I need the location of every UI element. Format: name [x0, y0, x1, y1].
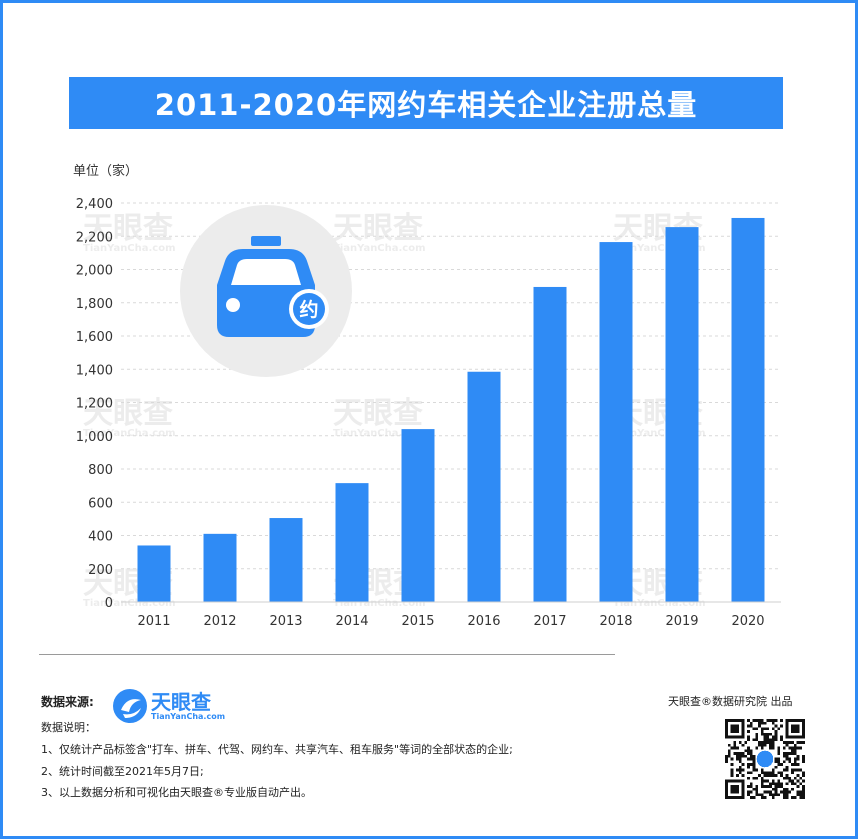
x-axis-ticks: 2011 2012 2013 2014 2015 2016 2017 2018 2019 2020: [137, 614, 764, 629]
x-tick-label: 2018: [599, 614, 632, 629]
y-tick-label: 800: [88, 463, 113, 478]
y-tick-label: 0: [105, 596, 113, 611]
notes-title: 数据说明：: [41, 721, 96, 734]
yue-badge-text: 约: [299, 298, 318, 321]
y-tick-label: 400: [88, 530, 113, 545]
y-tick-label: 1,000: [76, 430, 113, 445]
y-tick-label: 1,200: [76, 397, 113, 412]
source-label: 数据来源:: [41, 695, 94, 709]
y-tick-label: 200: [88, 563, 113, 578]
bar-2011: [137, 545, 171, 602]
y-tick-label: 2,000: [76, 264, 113, 279]
y-tick-label: 600: [88, 496, 113, 511]
y-tick-label: 1,800: [76, 297, 113, 312]
title-banner: 2011-2020年网约车相关企业注册总量: [69, 77, 783, 129]
bar-2013: [269, 518, 303, 602]
bar-chart: 0 200 400 600 800 1,000 1,200 1,400 1,600 1,800 2,…: [76, 197, 781, 629]
bar-2017: [533, 286, 567, 602]
y-tick-label: 2,400: [76, 197, 113, 212]
footer-divider: [39, 654, 615, 655]
bar-2014: [335, 483, 369, 602]
unit-label: 单位（家）: [73, 164, 139, 179]
bars: [137, 217, 765, 602]
qr-code[interactable]: [725, 719, 805, 799]
x-tick-label: 2014: [335, 614, 368, 629]
chart-title: 2011-2020年网约车相关企业注册总量: [154, 88, 698, 122]
bar-2015: [401, 429, 435, 602]
x-tick-label: 2015: [401, 614, 434, 629]
x-tick-label: 2012: [203, 614, 236, 629]
y-tick-label: 1,600: [76, 330, 113, 345]
taxi-illustration: 约: [180, 205, 352, 377]
brand-name: 天眼查: [151, 690, 211, 714]
bar-2020: [731, 217, 765, 602]
tianyancha-logo: 天眼查 TianYanCha.com: [111, 686, 241, 728]
tianyancha-logo-icon: [113, 689, 147, 723]
y-tick-label: 2,200: [76, 230, 113, 245]
x-tick-label: 2019: [665, 614, 698, 629]
x-tick-label: 2017: [533, 614, 566, 629]
bar-2016: [467, 371, 501, 602]
bar-2018: [599, 242, 633, 602]
note-item: 1、仅统计产品标签含"打车、拼车、代驾、网约车、共享汽车、租车服务"等词的全部状…: [41, 743, 513, 756]
x-tick-label: 2013: [269, 614, 302, 629]
note-item: 3、以上数据分析和可视化由天眼查®专业版自动产出。: [41, 786, 312, 799]
credit-text: 天眼查®数据研究院 出品: [668, 695, 793, 708]
y-axis-ticks: 0 200 400 600 800 1,000 1,200 1,400 1,600 1,800 2,…: [76, 197, 113, 611]
brand-url: TianYanCha.com: [151, 712, 226, 721]
qr-center-logo-icon: [756, 750, 774, 768]
x-tick-label: 2016: [467, 614, 500, 629]
x-tick-label: 2011: [137, 614, 170, 629]
x-tick-label: 2020: [731, 614, 764, 629]
note-item: 2、统计时间截至2021年5月7日;: [41, 765, 204, 778]
bar-2012: [203, 533, 237, 602]
taxi-icon: 约: [217, 236, 329, 337]
bar-2019: [665, 227, 699, 602]
y-tick-label: 1,400: [76, 363, 113, 378]
